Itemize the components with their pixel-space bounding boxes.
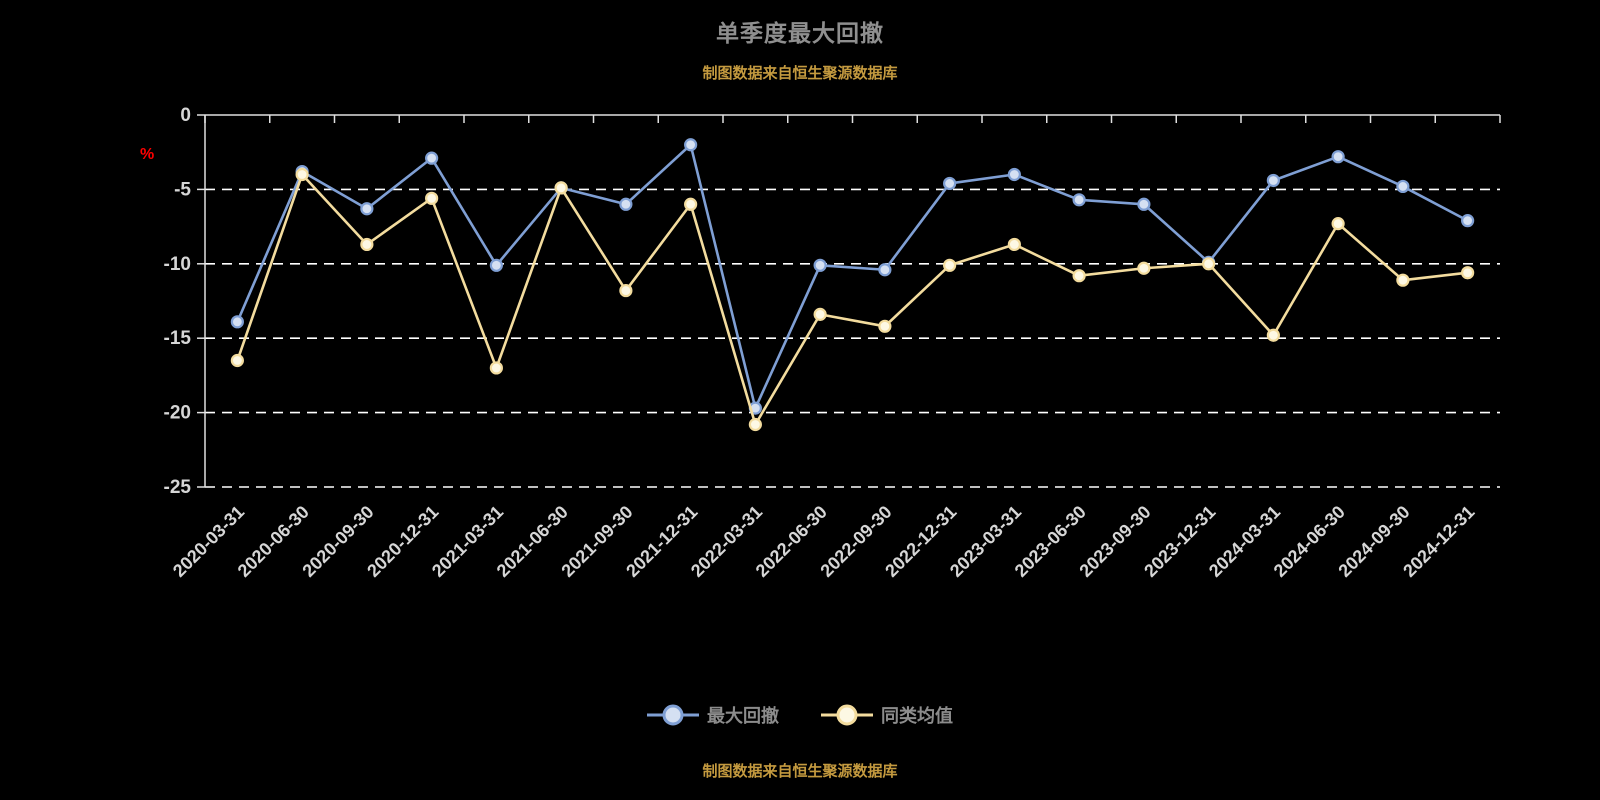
data-point-series1[interactable]: [748, 417, 762, 432]
y-axis-label: -15: [164, 328, 192, 349]
data-point-series1[interactable]: [554, 181, 568, 195]
data-point-series1[interactable]: [684, 197, 698, 211]
y-axis-label: -5: [174, 179, 191, 200]
legend-marker-icon: [821, 704, 873, 726]
data-point-series0[interactable]: [1331, 150, 1345, 164]
data-point-series1[interactable]: [1266, 328, 1280, 342]
data-point-series1[interactable]: [1461, 266, 1475, 280]
legend: 最大回撤 同类均值: [0, 702, 1600, 728]
data-point-series0[interactable]: [425, 151, 439, 165]
data-point-series0[interactable]: [878, 263, 892, 277]
data-point-series0[interactable]: [1072, 193, 1086, 207]
data-point-series1[interactable]: [1137, 261, 1151, 275]
data-point-series1[interactable]: [878, 319, 892, 333]
data-point-series1[interactable]: [1072, 269, 1086, 283]
y-axis-label: -25: [164, 477, 192, 498]
source-note-bottom: 制图数据来自恒生聚源数据库: [702, 763, 898, 780]
data-point-series0[interactable]: [1396, 179, 1410, 194]
legend-item-1[interactable]: 同类均值: [821, 702, 953, 728]
data-point-series1[interactable]: [943, 258, 957, 272]
legend-label: 同类均值: [881, 706, 953, 726]
legend-label: 最大回撤: [707, 706, 779, 726]
data-point-series0[interactable]: [813, 258, 827, 272]
data-point-series1[interactable]: [1007, 237, 1021, 252]
data-point-series1[interactable]: [619, 283, 633, 298]
data-point-series0[interactable]: [489, 258, 503, 272]
y-axis-label: -10: [164, 254, 191, 275]
data-point-series1[interactable]: [425, 191, 439, 205]
data-point-series1[interactable]: [230, 353, 244, 368]
data-point-series1[interactable]: [1331, 217, 1345, 231]
source-note-top: 制图数据来自恒生聚源数据库: [702, 65, 898, 82]
data-point-series0[interactable]: [1461, 214, 1475, 228]
data-point-series0[interactable]: [360, 202, 374, 216]
data-point-series0[interactable]: [230, 315, 244, 329]
y-axis-label: -20: [164, 403, 191, 424]
data-point-series1[interactable]: [813, 307, 827, 321]
data-point-series0[interactable]: [619, 197, 633, 211]
data-point-series1[interactable]: [1202, 257, 1216, 271]
data-point-series1[interactable]: [360, 237, 374, 252]
y-axis-unit-label: %: [140, 146, 155, 163]
series-line-1: [236, 173, 1469, 426]
data-point-series0[interactable]: [1266, 173, 1280, 188]
y-axis-label: 0: [180, 105, 191, 126]
data-point-series1[interactable]: [1396, 273, 1410, 287]
data-point-series0[interactable]: [943, 176, 957, 191]
data-point-series1[interactable]: [489, 361, 503, 375]
data-point-series0[interactable]: [1007, 167, 1021, 182]
series-line-0: [236, 143, 1469, 410]
data-point-series0[interactable]: [684, 138, 698, 152]
data-point-series0[interactable]: [1137, 197, 1151, 211]
legend-marker-icon: [647, 704, 699, 726]
legend-item-0[interactable]: 最大回撤: [647, 702, 779, 728]
chart-title: 单季度最大回撤: [716, 20, 884, 46]
data-point-series1[interactable]: [295, 167, 309, 182]
